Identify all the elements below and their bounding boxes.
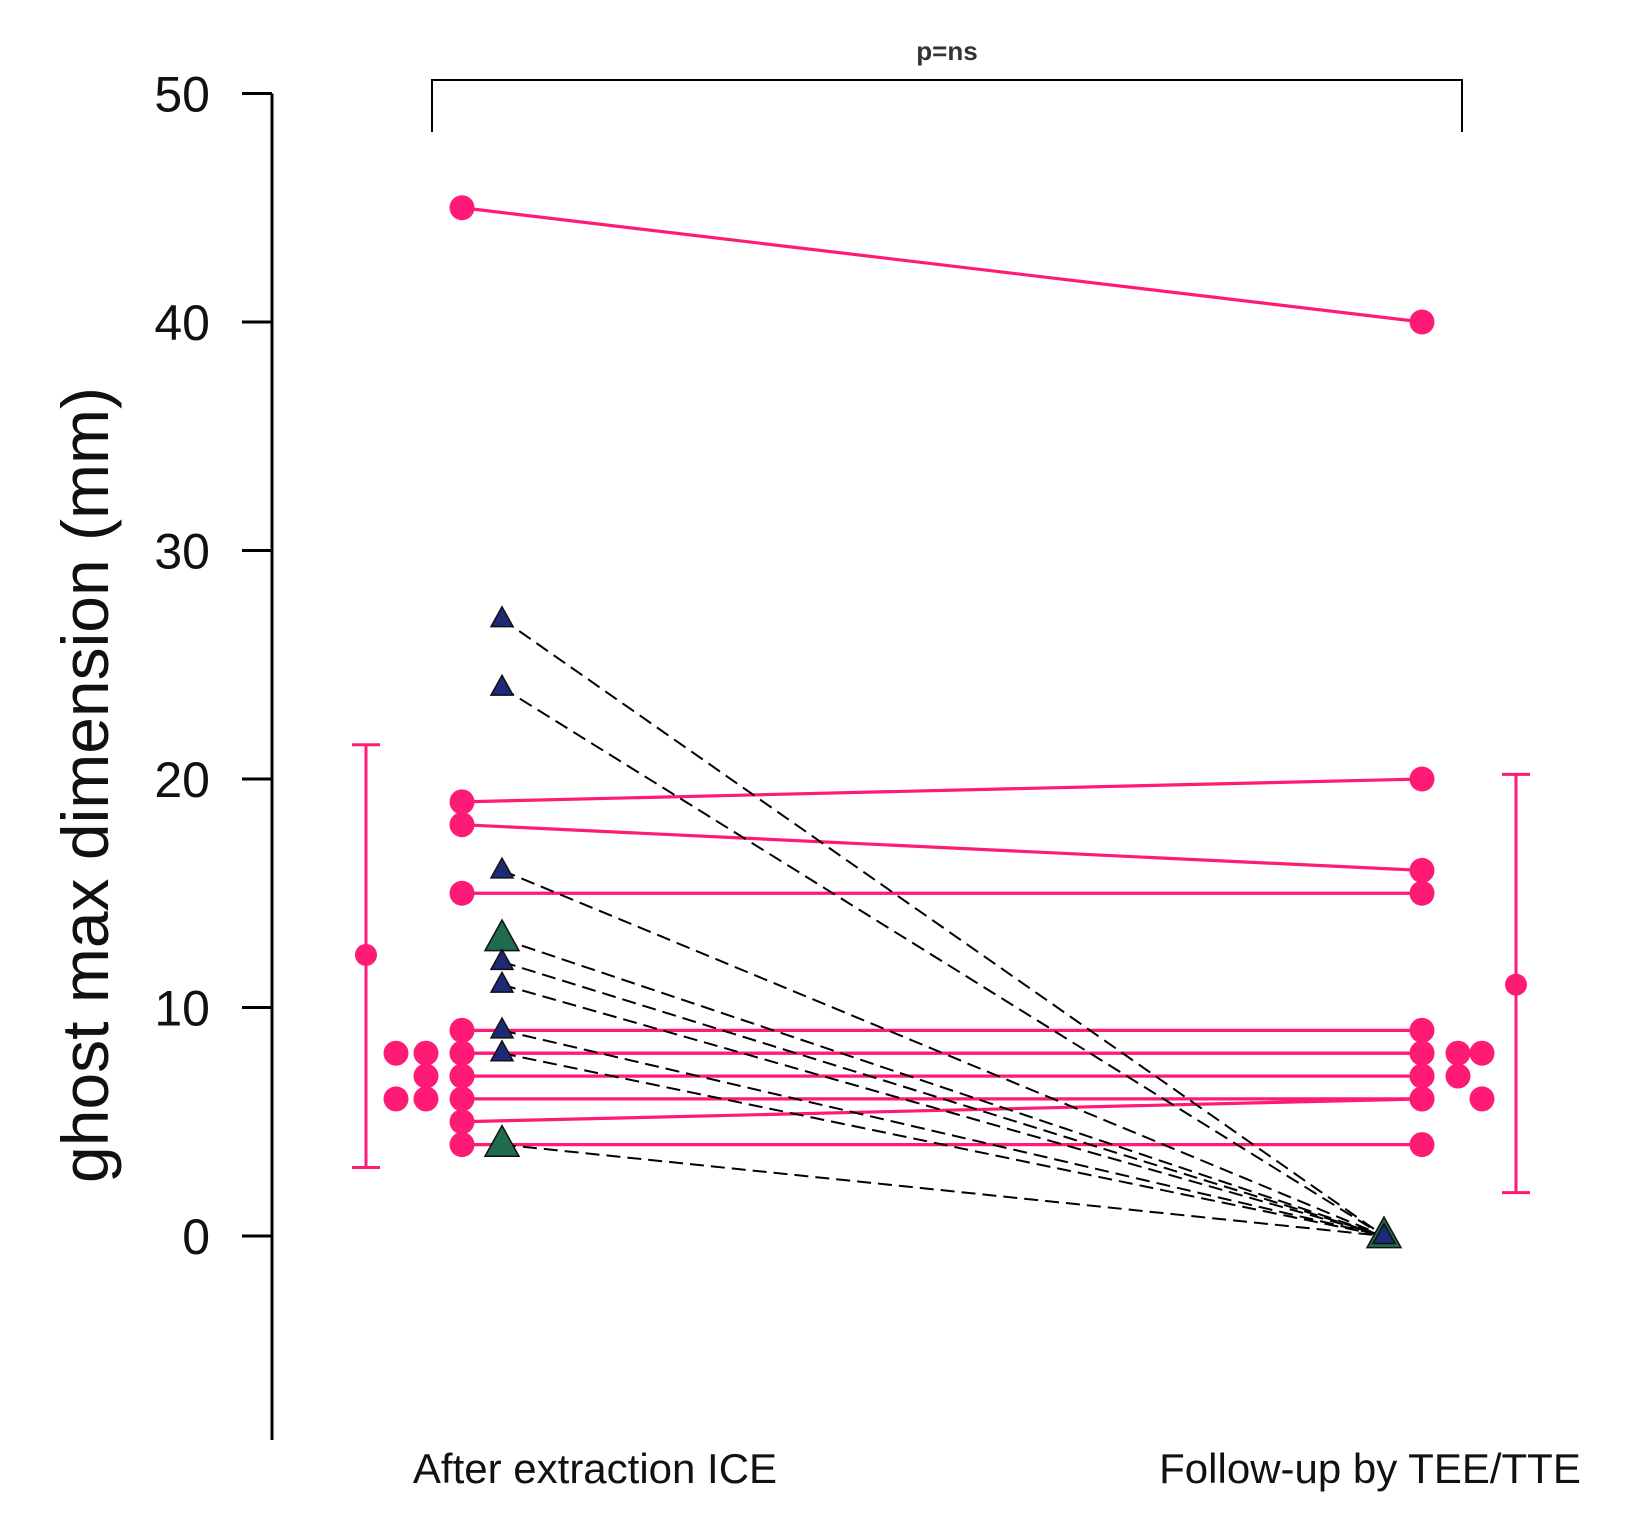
y-axis-label: ghost max dimension (mm): [48, 387, 122, 1183]
paired-line-persisted: [461, 777, 1423, 804]
point-before: [449, 1086, 475, 1112]
x-category-label: After extraction ICE: [413, 1445, 777, 1492]
y-tick-label: 30: [154, 524, 210, 580]
y-tick-label: 50: [154, 67, 210, 123]
paired-line-resolved: [501, 983, 1385, 1237]
triangle-after: [1371, 1222, 1397, 1245]
point-after: [1409, 1040, 1435, 1066]
paired-line-persisted: [461, 206, 1423, 324]
paired-line-resolved: [501, 686, 1385, 1237]
significance-bracket: [431, 79, 1463, 132]
x-category-label: Follow-up by TEE/TTE: [1159, 1445, 1581, 1492]
point-before: [449, 1063, 475, 1089]
y-tick-label: 40: [154, 295, 210, 351]
triangle-before: [489, 673, 515, 696]
triangle-before: [489, 856, 515, 879]
point-before-cluster: [413, 1086, 439, 1112]
summary-error-bars: [352, 743, 1530, 1195]
point-after-cluster: [1469, 1086, 1495, 1112]
paired-lines: [461, 206, 1423, 1237]
point-before: [449, 880, 475, 906]
significance-label: p=ns: [916, 36, 977, 66]
point-after: [1409, 1063, 1435, 1089]
point-before: [449, 812, 475, 838]
point-after: [1409, 1132, 1435, 1158]
point-before: [449, 1040, 475, 1066]
y-tick-label: 10: [154, 981, 210, 1037]
point-after: [1409, 1086, 1435, 1112]
triangle-before: [489, 970, 515, 993]
point-after: [1409, 309, 1435, 335]
point-before-cluster: [383, 1086, 409, 1112]
text-labels: 0 10 20 30 40 50 ghost max dimension (mm) After…: [48, 36, 1581, 1492]
point-before: [449, 1109, 475, 1135]
point-after-cluster: [1469, 1040, 1495, 1066]
triangle-before: [489, 1039, 515, 1062]
paired-line-resolved: [501, 1029, 1385, 1237]
y-axis: [242, 79, 1463, 1440]
point-after-cluster: [1445, 1063, 1471, 1089]
triangle-before: [483, 918, 521, 952]
triangle-before: [489, 947, 515, 971]
y-tick-label: 0: [182, 1209, 210, 1265]
point-before-cluster: [413, 1040, 439, 1066]
paired-line-persisted: [461, 1097, 1423, 1124]
point-after: [1409, 1017, 1435, 1043]
point-after: [1409, 880, 1435, 906]
point-before: [449, 1132, 475, 1158]
summary-mean-point: [1505, 973, 1527, 996]
point-before-cluster: [383, 1040, 409, 1066]
triangle-before: [489, 605, 515, 628]
point-after: [1409, 766, 1435, 792]
paired-line-resolved: [501, 960, 1385, 1237]
paired-line-resolved: [501, 618, 1385, 1237]
summary-mean-point: [355, 943, 377, 966]
point-before-cluster: [413, 1063, 439, 1089]
point-after-cluster: [1445, 1040, 1471, 1066]
paired-line-resolved: [501, 938, 1385, 1237]
point-before: [449, 1017, 475, 1043]
point-after: [1409, 857, 1435, 883]
triangle-before: [483, 1124, 521, 1157]
data-markers: [383, 195, 1495, 1249]
paired-line-persisted: [461, 823, 1423, 872]
y-tick-label: 20: [154, 752, 210, 808]
paired-line-resolved: [501, 869, 1385, 1237]
paired-line-resolved: [501, 1143, 1385, 1237]
triangle-before: [489, 1016, 515, 1039]
point-before: [449, 789, 475, 815]
paired-line-resolved: [501, 1052, 1385, 1237]
point-before: [449, 195, 475, 221]
